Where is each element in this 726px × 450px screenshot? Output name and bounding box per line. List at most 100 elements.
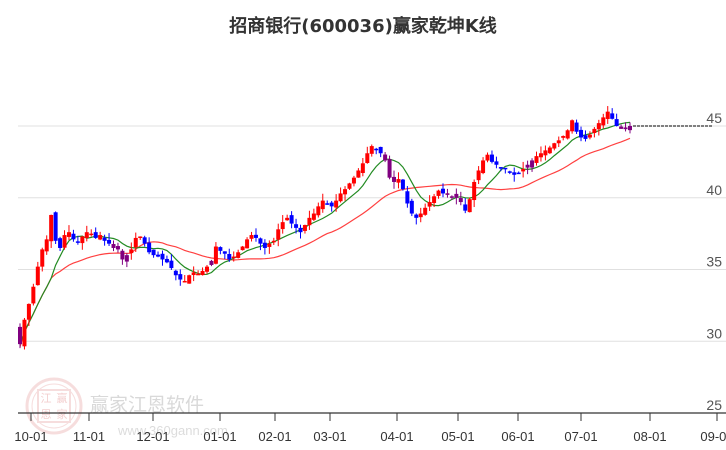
candle-body xyxy=(231,256,236,259)
candle-body xyxy=(596,123,601,130)
candle-body xyxy=(530,160,535,168)
candle-body xyxy=(512,172,517,175)
candle-body xyxy=(107,239,112,244)
candle-body xyxy=(173,270,178,276)
candle-body xyxy=(258,238,263,244)
candle-body xyxy=(552,143,557,149)
candle-body xyxy=(334,200,339,208)
candle-body xyxy=(66,232,71,237)
chart-title: 招商银行(600036)赢家乾坤K线 xyxy=(229,16,497,37)
candle-body xyxy=(262,242,267,248)
candle-body xyxy=(610,113,615,119)
candle-body xyxy=(414,214,419,218)
candle-body xyxy=(347,183,352,189)
candle-body xyxy=(427,202,432,207)
candle-body xyxy=(138,236,143,238)
candle-body xyxy=(26,303,31,320)
candle-body xyxy=(93,232,98,238)
x-tick-label: 05-01 xyxy=(441,429,474,444)
candle-body xyxy=(498,167,503,169)
y-tick-label: 25 xyxy=(706,397,722,413)
candle-body xyxy=(191,272,196,276)
x-tick-label: 09-01 xyxy=(700,429,726,444)
candle-body xyxy=(409,200,414,214)
candle-body xyxy=(58,238,63,248)
candle-body xyxy=(378,146,383,154)
candle-body xyxy=(454,193,459,198)
x-tick-label: 10-01 xyxy=(14,429,47,444)
candle-body xyxy=(458,198,463,203)
candles xyxy=(18,106,632,350)
watermark-url: www.360gann.com xyxy=(117,423,228,438)
candle-body xyxy=(592,128,597,133)
candle-body xyxy=(356,170,361,178)
candle-body xyxy=(320,200,325,210)
candle-body xyxy=(40,249,45,267)
candle-body xyxy=(538,153,543,158)
ma-long-line xyxy=(19,137,631,348)
seal-char: 恩 xyxy=(41,408,52,421)
candle-body xyxy=(249,235,254,239)
candle-body xyxy=(44,239,49,252)
candle-body xyxy=(329,202,334,207)
candle-body xyxy=(574,122,579,132)
candle-body xyxy=(489,154,494,162)
candle-body xyxy=(213,246,218,264)
candle-body xyxy=(343,189,348,195)
x-tick-label: 01-01 xyxy=(203,429,236,444)
x-tick-label: 06-01 xyxy=(501,429,534,444)
candle-body xyxy=(472,181,477,201)
candle-body xyxy=(31,286,36,304)
x-tick-label: 02-01 xyxy=(258,429,291,444)
candle-body xyxy=(516,172,521,175)
candle-body xyxy=(396,179,401,183)
candle-body xyxy=(200,270,205,276)
candle-body xyxy=(543,150,548,156)
candle-body xyxy=(245,239,250,249)
candle-body xyxy=(338,193,343,202)
y-tick-label: 45 xyxy=(706,110,722,126)
candle-body xyxy=(271,240,276,243)
candle-body xyxy=(405,191,410,204)
candle-body xyxy=(467,199,472,213)
ma-short-path xyxy=(19,121,631,345)
candle-body xyxy=(307,217,312,226)
candle-body xyxy=(187,275,192,284)
candle-body xyxy=(178,274,183,280)
candle-body xyxy=(485,154,490,161)
watermark: 赢家江恩软件 www.360gann.com 江赢恩家 xyxy=(25,377,228,438)
candle-body xyxy=(463,204,468,211)
candle-body xyxy=(601,117,606,126)
candle-body xyxy=(432,196,437,204)
candle-body xyxy=(440,188,445,194)
candle-body xyxy=(423,207,428,215)
ma-short-line xyxy=(19,121,631,345)
x-tick-label: 07-01 xyxy=(564,429,597,444)
candle-body xyxy=(71,233,76,240)
candle-body xyxy=(365,153,370,164)
candle-body xyxy=(525,164,530,168)
candle-body xyxy=(418,213,423,218)
candle-body xyxy=(196,273,201,276)
candle-body xyxy=(387,159,392,178)
candle-body xyxy=(565,130,570,139)
seal-logo-icon xyxy=(25,377,83,435)
candle-body xyxy=(521,169,526,172)
candle-body xyxy=(129,249,134,254)
candle-body xyxy=(494,161,499,165)
candle-body xyxy=(325,203,330,205)
candle-body xyxy=(227,253,232,260)
candle-body xyxy=(156,254,161,257)
candle-body xyxy=(360,163,365,174)
candle-body xyxy=(133,237,138,248)
candle-body xyxy=(115,246,120,250)
candle-body xyxy=(236,252,241,258)
seal-char: 家 xyxy=(57,407,68,421)
candle-body xyxy=(628,126,632,131)
candle-body xyxy=(98,235,103,240)
candle-body xyxy=(53,212,58,241)
seal-char: 赢 xyxy=(57,391,68,405)
candle-body xyxy=(218,247,223,251)
candle-body xyxy=(75,241,80,243)
candle-body xyxy=(89,233,94,236)
